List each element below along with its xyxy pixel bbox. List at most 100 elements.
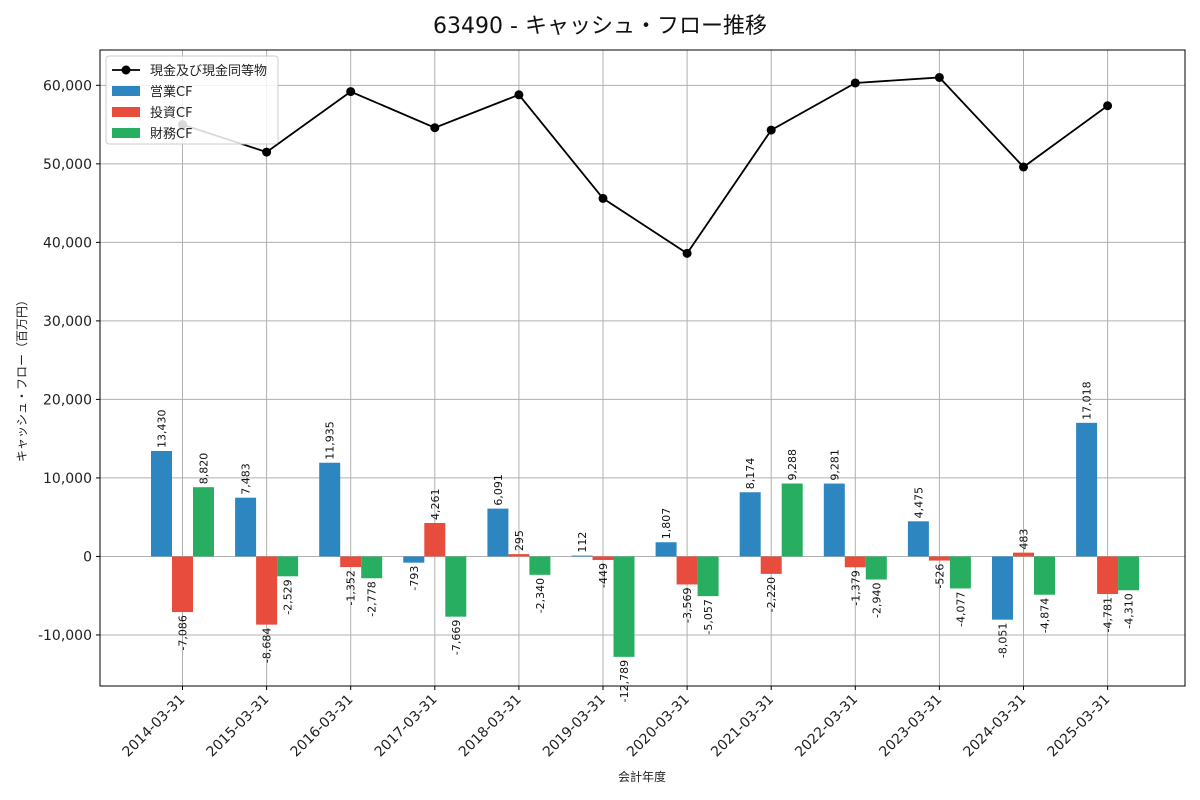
cash-line-point bbox=[1103, 101, 1113, 111]
y-tick-label: 60,000 bbox=[43, 78, 92, 94]
x-tick-label: 2022-03-31 bbox=[792, 692, 861, 761]
bar-財務CF-2024-03-31 bbox=[1034, 556, 1055, 595]
legend-swatch bbox=[112, 86, 140, 96]
cash-line-point bbox=[514, 90, 524, 100]
cash-line-point bbox=[934, 72, 944, 82]
x-tick-label: 2024-03-31 bbox=[960, 692, 1029, 761]
data-label: 4,261 bbox=[429, 488, 442, 520]
bar-財務CF-2021-03-31 bbox=[781, 483, 803, 557]
data-label: 13,430 bbox=[156, 409, 169, 448]
bar-営業CF-2017-03-31 bbox=[403, 556, 425, 563]
cash-line-point bbox=[262, 147, 272, 157]
x-tick-label: 2023-03-31 bbox=[876, 692, 945, 761]
legend-swatch bbox=[112, 128, 140, 138]
data-label: -3,569 bbox=[681, 587, 694, 622]
bar-財務CF-2015-03-31 bbox=[277, 556, 299, 577]
cash-line-point bbox=[766, 125, 776, 135]
data-label: -4,077 bbox=[954, 591, 967, 626]
y-axis-label: キャッシュ・フロー（百万円） bbox=[15, 294, 29, 462]
data-label: 8,820 bbox=[198, 453, 211, 485]
bar-投資CF-2021-03-31 bbox=[760, 556, 782, 574]
legend-label: 投資CF bbox=[150, 105, 193, 121]
bar-営業CF-2020-03-31 bbox=[655, 542, 677, 557]
data-label: 8,174 bbox=[744, 458, 757, 490]
x-tick-label: 2017-03-31 bbox=[372, 692, 441, 761]
bar-財務CF-2017-03-31 bbox=[445, 556, 467, 617]
bar-投資CF-2016-03-31 bbox=[340, 556, 362, 568]
y-tick-label: 40,000 bbox=[43, 235, 92, 251]
bar-財務CF-2023-03-31 bbox=[949, 556, 971, 589]
bar-営業CF-2019-03-31 bbox=[571, 555, 593, 557]
legend-box bbox=[105, 55, 279, 145]
data-label: -449 bbox=[597, 563, 610, 588]
bar-営業CF-2016-03-31 bbox=[319, 462, 341, 557]
x-tick-label: 2016-03-31 bbox=[288, 692, 357, 761]
data-label: 1,807 bbox=[660, 508, 673, 540]
cash-line bbox=[178, 72, 1113, 258]
data-label: -4,310 bbox=[1123, 593, 1136, 628]
x-tick-label: 2018-03-31 bbox=[456, 692, 525, 761]
data-label: 4,475 bbox=[912, 487, 925, 519]
y-tick-label: 0 bbox=[83, 549, 92, 565]
data-label: 6,091 bbox=[492, 474, 505, 506]
bar-財務CF-2020-03-31 bbox=[697, 556, 719, 597]
y-tick-label: 30,000 bbox=[43, 314, 92, 330]
data-label: 9,281 bbox=[828, 449, 841, 481]
bar-財務CF-2025-03-31 bbox=[1118, 556, 1140, 591]
bar-投資CF-2017-03-31 bbox=[424, 522, 446, 557]
legend-label: 現金及び現金同等物 bbox=[150, 63, 267, 79]
bar-投資CF-2019-03-31 bbox=[592, 556, 614, 560]
data-label: -1,352 bbox=[345, 570, 358, 605]
y-tick-label: -10,000 bbox=[38, 628, 92, 644]
bar-投資CF-2018-03-31 bbox=[508, 554, 530, 557]
data-label: -2,778 bbox=[366, 581, 379, 616]
bar-営業CF-2014-03-31 bbox=[151, 450, 172, 557]
bar-財務CF-2022-03-31 bbox=[865, 556, 887, 580]
bar-財務CF-2018-03-31 bbox=[529, 556, 551, 575]
legend-label: 財務CF bbox=[150, 127, 193, 142]
cash-line-point bbox=[430, 123, 440, 133]
data-labels: 13,430 7,483 11,935 -793 6,091 112 1,807 8,174 9… bbox=[156, 381, 1136, 702]
data-label: -526 bbox=[933, 564, 946, 589]
y-tick-label: 10,000 bbox=[43, 471, 92, 487]
y-ticks: -10,000 0 10,000 20,000 30,000 40,000 50,000 60… bbox=[38, 78, 100, 644]
x-tick-label: 2014-03-31 bbox=[119, 692, 188, 761]
legend-label: 営業CF bbox=[150, 84, 193, 100]
plot-frame bbox=[99, 49, 1186, 687]
cash-line-point bbox=[682, 248, 692, 258]
data-label: -2,340 bbox=[534, 578, 547, 613]
bar-投資CF-2024-03-31 bbox=[1013, 552, 1034, 557]
data-label: 17,018 bbox=[1081, 381, 1094, 420]
data-label: -4,874 bbox=[1039, 598, 1052, 633]
chart-title: 63490 - キャッシュ・フロー推移 bbox=[433, 14, 767, 39]
data-label: -2,940 bbox=[870, 583, 883, 618]
bar-投資CF-2014-03-31 bbox=[172, 556, 193, 613]
bar-財務CF-2014-03-31 bbox=[193, 487, 214, 557]
bar-営業CF-2018-03-31 bbox=[487, 508, 509, 557]
data-label: 112 bbox=[576, 532, 589, 553]
y-tick-label: 20,000 bbox=[43, 392, 92, 408]
bar-投資CF-2020-03-31 bbox=[676, 556, 698, 585]
bar-営業CF-2024-03-31 bbox=[992, 556, 1013, 620]
data-label: -7,669 bbox=[450, 620, 463, 655]
cash-line-path bbox=[182, 76, 1109, 255]
grid bbox=[100, 50, 1185, 686]
x-tick-label: 2015-03-31 bbox=[204, 692, 273, 761]
data-label: -1,379 bbox=[849, 570, 862, 605]
data-label: -12,789 bbox=[618, 660, 631, 702]
x-tick-label: 2020-03-31 bbox=[624, 692, 693, 761]
data-label: 295 bbox=[513, 530, 526, 551]
x-axis-label: 会計年度 bbox=[618, 769, 666, 784]
data-label: 9,288 bbox=[786, 449, 799, 481]
data-label: -7,086 bbox=[177, 615, 190, 650]
cash-line-point bbox=[346, 87, 356, 97]
bar-営業CF-2023-03-31 bbox=[907, 521, 929, 557]
bar-投資CF-2015-03-31 bbox=[256, 556, 278, 625]
bar-営業CF-2015-03-31 bbox=[235, 497, 257, 557]
bar-営業CF-2022-03-31 bbox=[823, 483, 845, 557]
y-tick-label: 50,000 bbox=[43, 157, 92, 173]
data-label: -793 bbox=[408, 566, 421, 591]
data-label: -2,529 bbox=[282, 579, 295, 614]
